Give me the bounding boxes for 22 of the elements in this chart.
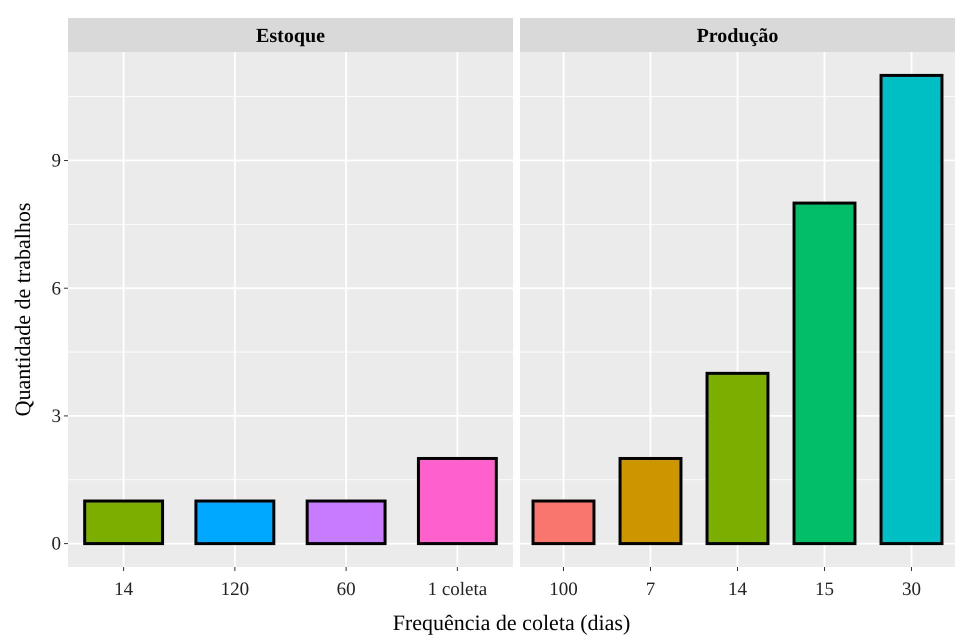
y-tick-label: 6: [52, 278, 61, 300]
bar: [706, 372, 770, 546]
x-tick-label: 14: [728, 578, 748, 600]
chart-title: Estoque: [256, 25, 326, 47]
x-tick-label: 30: [902, 578, 921, 600]
bar: [792, 202, 856, 546]
chart-title: Produção: [696, 25, 778, 47]
x-tick-label: 1 coleta: [428, 578, 488, 600]
x-tick-label: 15: [815, 578, 834, 600]
bar: [880, 74, 944, 546]
x-tick-label: 14: [114, 578, 134, 600]
y-tick-label: 3: [52, 406, 61, 427]
x-axis-title: Frequência de coleta (dias): [392, 610, 630, 635]
x-tick-label: 7: [646, 578, 656, 600]
bar: [532, 500, 596, 546]
y-tick-label: 9: [52, 150, 61, 172]
x-tick-label: 120: [220, 578, 250, 600]
y-axis-title: Quantidade de trabalhos: [10, 202, 35, 416]
y-tick-label: 0: [52, 534, 61, 555]
bar: [618, 456, 682, 546]
x-tick-label: 60: [336, 578, 356, 600]
x-tick-label: 100: [549, 578, 578, 600]
